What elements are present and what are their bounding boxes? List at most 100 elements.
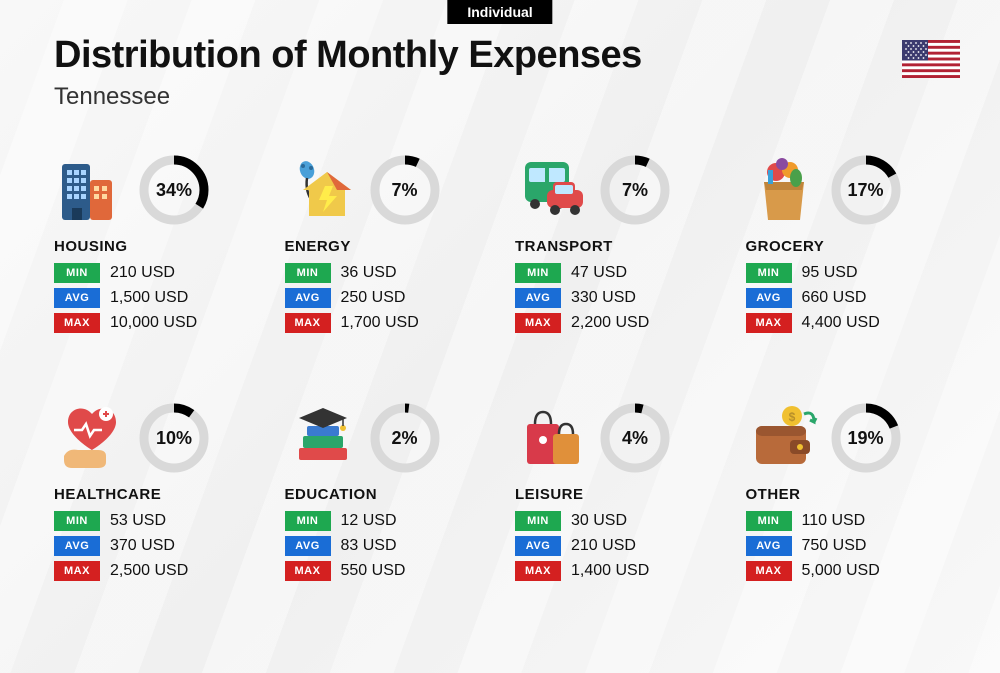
category-name: GROCERY bbox=[746, 238, 961, 255]
percent-donut: 34% bbox=[138, 154, 210, 226]
max-tag: MAX bbox=[746, 561, 792, 581]
category-name: ENERGY bbox=[285, 238, 500, 255]
min-tag: MIN bbox=[285, 511, 331, 531]
shopping-bags-icon bbox=[515, 400, 591, 476]
usa-flag-icon bbox=[902, 40, 960, 78]
max-value: 1,400 USD bbox=[571, 562, 649, 580]
percent-donut: 7% bbox=[599, 154, 671, 226]
percent-donut: 17% bbox=[830, 154, 902, 226]
wallet-icon: $ bbox=[746, 400, 822, 476]
avg-tag: AVG bbox=[285, 288, 331, 308]
min-value: 53 USD bbox=[110, 512, 166, 530]
max-value: 5,000 USD bbox=[802, 562, 880, 580]
min-tag: MIN bbox=[746, 511, 792, 531]
category-card: 10% HEALTHCARE MIN 53 USD AVG 370 USD MAX 2… bbox=[54, 398, 269, 586]
max-tag: MAX bbox=[54, 313, 100, 333]
min-value: 47 USD bbox=[571, 264, 627, 282]
category-name: HEALTHCARE bbox=[54, 486, 269, 503]
min-value: 30 USD bbox=[571, 512, 627, 530]
stats: MIN 12 USD AVG 83 USD MAX 550 USD bbox=[285, 511, 500, 581]
avg-tag: AVG bbox=[54, 288, 100, 308]
avg-value: 83 USD bbox=[341, 537, 397, 555]
min-tag: MIN bbox=[515, 511, 561, 531]
category-grid: 34% HOUSING MIN210 USD AVG1,500 USD MAX1… bbox=[54, 150, 960, 586]
max-tag: MAX bbox=[746, 313, 792, 333]
category-card: $ 19% OTHER MIN 110 USD AVG 750 USD MAX 5,0… bbox=[746, 398, 961, 586]
avg-tag: AVG bbox=[515, 288, 561, 308]
category-card: 2% EDUCATION MIN 12 USD AVG 83 USD MAX 550 … bbox=[285, 398, 500, 586]
max-tag: MAX bbox=[285, 561, 331, 581]
bus-car-icon bbox=[515, 152, 591, 228]
category-name: LEISURE bbox=[515, 486, 730, 503]
max-value: 10,000 USD bbox=[110, 314, 197, 332]
svg-text:$: $ bbox=[788, 410, 795, 424]
category-name: HOUSING bbox=[54, 238, 269, 255]
percent-label: 17% bbox=[830, 154, 902, 226]
category-card: 34% HOUSING MIN 210 USD AVG 1,500 USD MAX 1… bbox=[54, 150, 269, 338]
grocery-bag-icon bbox=[746, 152, 822, 228]
max-tag: MAX bbox=[515, 313, 561, 333]
avg-tag: AVG bbox=[746, 288, 792, 308]
heart-hand-icon bbox=[54, 400, 130, 476]
avg-value: 660 USD bbox=[802, 289, 867, 307]
avg-value: 1,500 USD bbox=[110, 289, 188, 307]
min-value: 36 USD bbox=[341, 264, 397, 282]
stats: MIN 36 USD AVG 250 USD MAX 1,700 USD bbox=[285, 263, 500, 333]
min-tag: MIN bbox=[54, 263, 100, 283]
stats: MIN30 USD AVG210 USD MAX1,400 USD bbox=[515, 511, 730, 581]
category-card: 4% LEISURE MIN30 USD AVG210 USD MAX1,400… bbox=[515, 398, 730, 586]
stats: MIN 210 USD AVG 1,500 USD MAX 10,000 USD bbox=[54, 263, 269, 333]
percent-donut: 10% bbox=[138, 402, 210, 474]
percent-label: 7% bbox=[599, 154, 671, 226]
min-tag: MIN bbox=[285, 263, 331, 283]
percent-label: 2% bbox=[369, 402, 441, 474]
category-name: EDUCATION bbox=[285, 486, 500, 503]
header: Distribution of Monthly Expenses Tenness… bbox=[54, 34, 946, 111]
min-value: 210 USD bbox=[110, 264, 175, 282]
stats: MIN 47 USD AVG 330 USD MAX 2,200 USD bbox=[515, 263, 730, 333]
category-card: 7% ENERGY MIN 36 USD AVG 250 USD MAX 1,700 … bbox=[285, 150, 500, 338]
max-value: 2,200 USD bbox=[571, 314, 649, 332]
max-tag: MAX bbox=[515, 561, 561, 581]
max-value: 550 USD bbox=[341, 562, 406, 580]
page-title: Distribution of Monthly Expenses bbox=[54, 34, 946, 77]
category-card: 17% GROCERY MIN95 USD AVG660 USD MAX4,40… bbox=[746, 150, 961, 338]
avg-value: 330 USD bbox=[571, 289, 636, 307]
max-value: 4,400 USD bbox=[802, 314, 880, 332]
max-value: 2,500 USD bbox=[110, 562, 188, 580]
percent-donut: 7% bbox=[369, 154, 441, 226]
avg-tag: AVG bbox=[54, 536, 100, 556]
avg-value: 370 USD bbox=[110, 537, 175, 555]
avg-tag: AVG bbox=[285, 536, 331, 556]
percent-label: 10% bbox=[138, 402, 210, 474]
stats: MIN95 USD AVG660 USD MAX4,400 USD bbox=[746, 263, 961, 333]
min-tag: MIN bbox=[515, 263, 561, 283]
min-value: 95 USD bbox=[802, 264, 858, 282]
max-tag: MAX bbox=[54, 561, 100, 581]
max-value: 1,700 USD bbox=[341, 314, 419, 332]
min-value: 110 USD bbox=[802, 512, 866, 530]
stats: MIN 53 USD AVG 370 USD MAX 2,500 USD bbox=[54, 511, 269, 581]
percent-donut: 4% bbox=[599, 402, 671, 474]
category-card: 7% TRANSPORT MIN 47 USD AVG 330 USD MAX 2,2… bbox=[515, 150, 730, 338]
books-cap-icon bbox=[285, 400, 361, 476]
min-value: 12 USD bbox=[341, 512, 397, 530]
min-tag: MIN bbox=[54, 511, 100, 531]
tab-individual: Individual bbox=[447, 0, 552, 24]
buildings-icon bbox=[54, 152, 130, 228]
avg-tag: AVG bbox=[746, 536, 792, 556]
stats: MIN 110 USD AVG 750 USD MAX 5,000 USD bbox=[746, 511, 961, 581]
avg-value: 750 USD bbox=[802, 537, 867, 555]
category-name: OTHER bbox=[746, 486, 961, 503]
avg-tag: AVG bbox=[515, 536, 561, 556]
category-name: TRANSPORT bbox=[515, 238, 730, 255]
page-subtitle: Tennessee bbox=[54, 83, 946, 111]
percent-donut: 19% bbox=[830, 402, 902, 474]
percent-label: 19% bbox=[830, 402, 902, 474]
avg-value: 250 USD bbox=[341, 289, 406, 307]
energy-house-icon bbox=[285, 152, 361, 228]
max-tag: MAX bbox=[285, 313, 331, 333]
percent-label: 4% bbox=[599, 402, 671, 474]
percent-donut: 2% bbox=[369, 402, 441, 474]
percent-label: 7% bbox=[369, 154, 441, 226]
